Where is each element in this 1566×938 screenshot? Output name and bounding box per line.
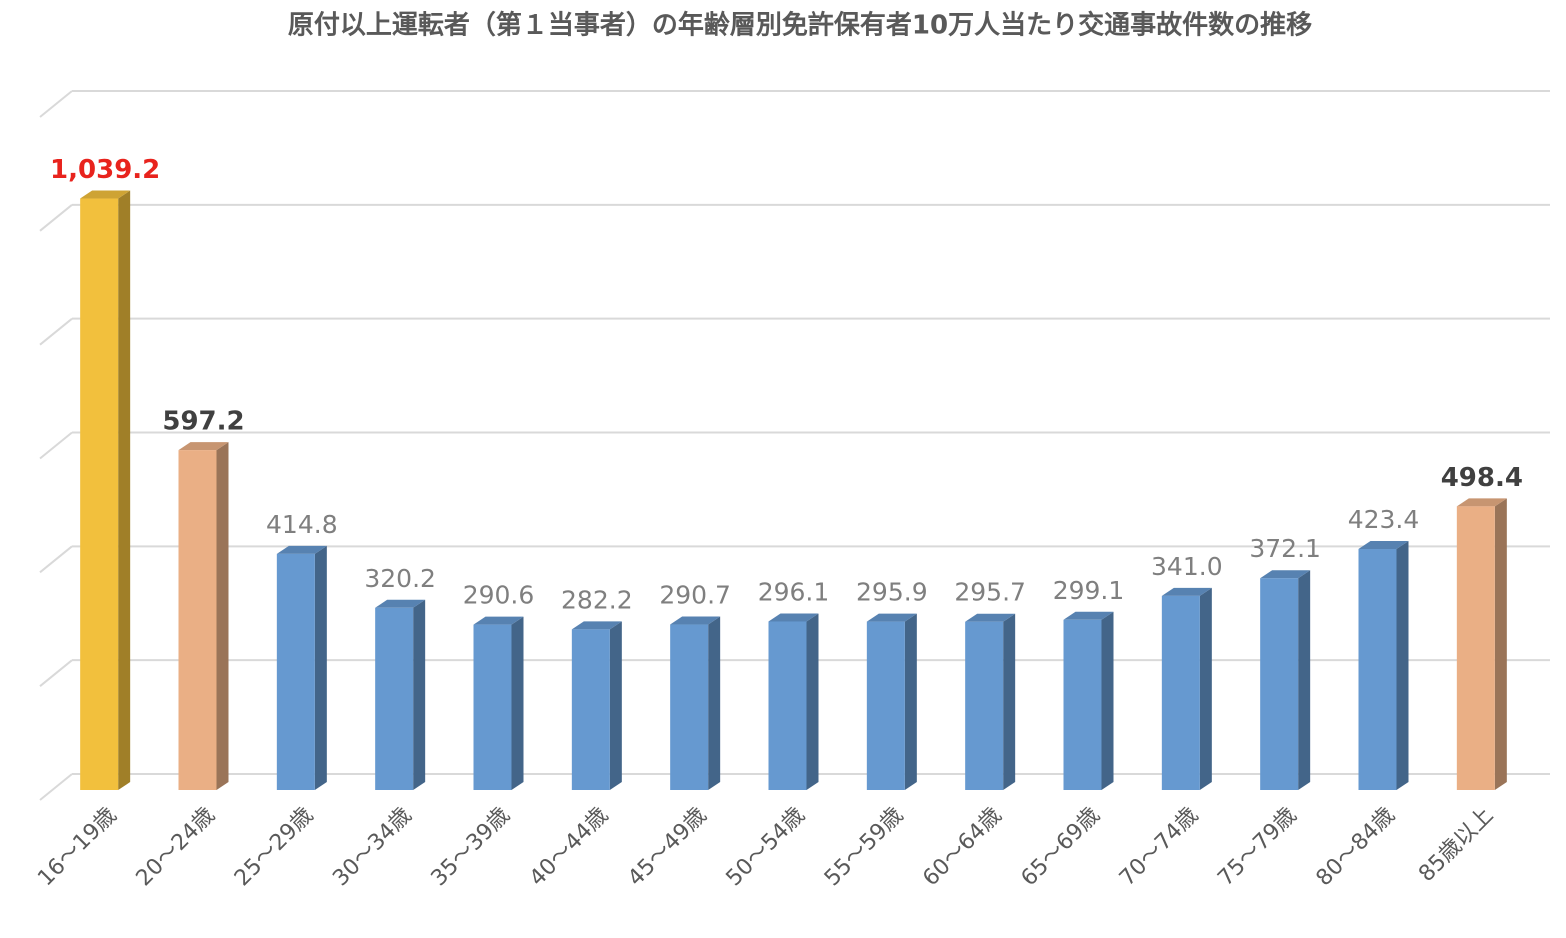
- value-label: 320.2: [364, 564, 436, 593]
- value-label: 299.1: [1053, 576, 1125, 605]
- bar-group: [670, 616, 721, 790]
- bar-side: [511, 616, 524, 790]
- x-tick-label: 70～74歳: [1115, 803, 1203, 891]
- bar: [670, 624, 709, 790]
- bar: [1358, 549, 1397, 790]
- bar-top: [1358, 541, 1409, 550]
- bar-top: [768, 613, 819, 622]
- bar-top: [866, 613, 917, 622]
- bar: [768, 621, 807, 790]
- bar: [375, 607, 414, 790]
- bar-side: [1199, 587, 1212, 790]
- value-label: 282.2: [561, 585, 633, 614]
- value-label: 597.2: [162, 407, 244, 437]
- bar-top: [1260, 570, 1311, 579]
- bar: [178, 450, 217, 790]
- bar-group: [1063, 611, 1114, 790]
- x-tick-label: 50～54歳: [722, 803, 810, 891]
- bar: [80, 198, 119, 791]
- bar: [473, 624, 512, 790]
- x-tick-label: 55～59歳: [820, 803, 908, 891]
- bar-side: [118, 190, 131, 791]
- bar-group: [178, 442, 229, 790]
- x-tick-label: 75～79歳: [1213, 803, 1301, 891]
- bar-group: [80, 190, 131, 791]
- value-label: 372.1: [1249, 534, 1321, 563]
- grid-line-side: [39, 317, 73, 346]
- bar-group: [571, 621, 622, 790]
- bar-group: [866, 613, 917, 790]
- x-tick-label: 85歳以上: [1414, 803, 1498, 887]
- grid-line-side: [39, 659, 73, 687]
- value-label: 296.1: [758, 577, 830, 606]
- bar-group: [1456, 498, 1507, 790]
- value-label: 1,039.2: [50, 155, 160, 185]
- bar-top: [965, 613, 1016, 622]
- grid-line-side: [39, 204, 73, 232]
- bar-top: [1063, 611, 1114, 620]
- bar: [571, 629, 610, 790]
- bar-side: [216, 442, 229, 790]
- bar-top: [375, 599, 426, 608]
- x-tick-label: 16～19歳: [33, 803, 121, 891]
- bar: [866, 621, 905, 790]
- bar-top: [1456, 498, 1507, 507]
- x-tick-label: 20～24歳: [132, 803, 220, 891]
- bar-top: [80, 190, 131, 199]
- bar-side: [314, 545, 327, 790]
- bar-side: [708, 616, 721, 790]
- bar-side: [1298, 570, 1311, 790]
- value-label: 290.7: [659, 581, 731, 610]
- bar-group: [1260, 570, 1311, 790]
- bar-side: [1101, 611, 1114, 790]
- x-tick-label: 65～69歳: [1017, 803, 1105, 891]
- value-label: 498.4: [1441, 463, 1523, 493]
- bar: [1456, 506, 1495, 790]
- bar-top: [473, 616, 524, 625]
- x-tick-label: 80～84歳: [1312, 803, 1400, 891]
- bar-group: [276, 545, 327, 790]
- bar-group: [473, 616, 524, 790]
- x-tick-label: 25～29歳: [230, 803, 318, 891]
- bar-top: [571, 621, 622, 630]
- bar-side: [806, 613, 819, 790]
- x-tick-label: 45～49歳: [623, 803, 711, 891]
- bar-side: [1003, 613, 1016, 790]
- x-tick-label: 30～34歳: [328, 803, 416, 891]
- bar: [276, 553, 315, 790]
- value-label: 423.4: [1348, 505, 1420, 534]
- bar-top: [670, 616, 721, 625]
- x-tick-label: 35～39歳: [427, 803, 515, 891]
- bar: [965, 621, 1004, 790]
- value-label: 290.6: [463, 581, 535, 610]
- bar-top: [1161, 587, 1212, 596]
- bar-side: [413, 599, 426, 790]
- value-label: 341.0: [1151, 552, 1223, 581]
- bar-top: [178, 442, 229, 451]
- grid-line-side: [39, 431, 73, 460]
- bar-side: [904, 613, 917, 790]
- bar-side: [1494, 498, 1507, 790]
- value-label: 295.7: [954, 578, 1026, 607]
- bar-group: [1161, 587, 1212, 790]
- bar-top: [276, 545, 327, 554]
- bar: [1161, 595, 1200, 790]
- grid-line-side: [39, 773, 73, 801]
- value-label: 295.9: [856, 578, 928, 607]
- x-tick-label: 60～64歳: [918, 803, 1006, 891]
- bar: [1260, 578, 1299, 790]
- bar-group: [375, 599, 426, 790]
- bar: [1063, 619, 1102, 790]
- chart-title: 原付以上運転者（第１当事者）の年齢層別免許保有者10万人当たり交通事故件数の推移: [288, 10, 1312, 41]
- grid-line-side: [39, 90, 73, 118]
- x-tick-label: 40～44歳: [525, 803, 613, 891]
- bar-group: [965, 613, 1016, 790]
- bar-group: [768, 613, 819, 790]
- bar-side: [609, 621, 622, 790]
- value-label: 414.8: [266, 510, 338, 539]
- grid-line-side: [39, 545, 73, 574]
- bar-side: [1396, 541, 1409, 790]
- bar-group: [1358, 541, 1409, 790]
